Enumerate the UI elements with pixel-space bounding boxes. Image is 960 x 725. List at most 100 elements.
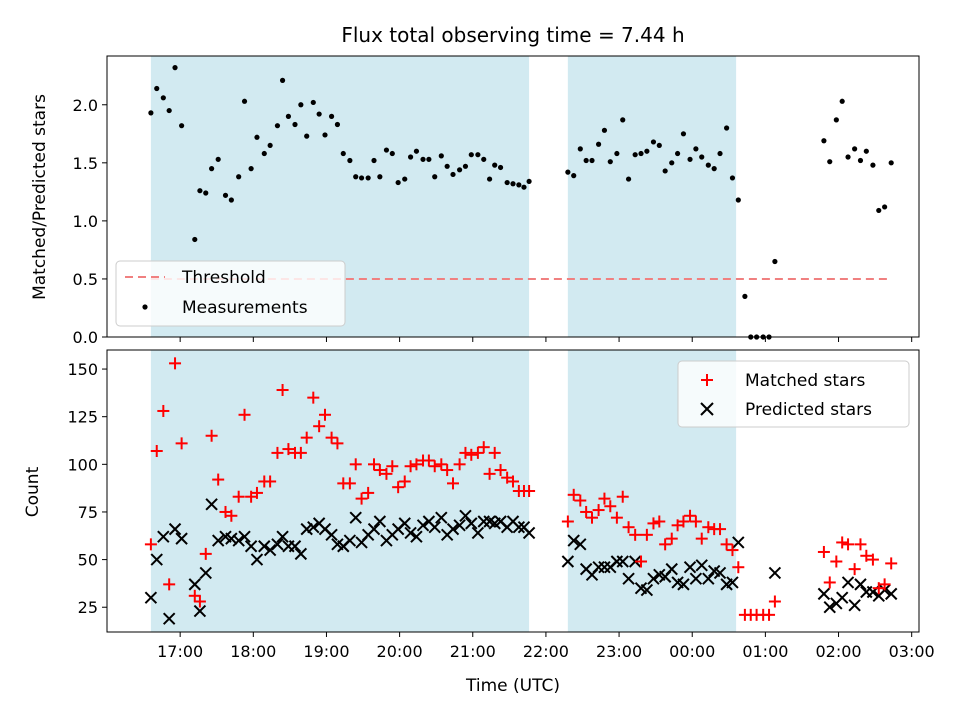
matched-marker: [635, 555, 648, 568]
predicted-marker: [592, 561, 605, 574]
matched-marker: [144, 538, 157, 551]
measurement-point: [292, 121, 298, 128]
measurement-point: [475, 152, 481, 158]
predicted-marker: [168, 522, 182, 536]
measurement-point: [571, 172, 577, 179]
matched-marker: [428, 460, 441, 473]
matched-marker: [842, 538, 855, 551]
y-tick-label: 150: [67, 360, 98, 379]
measurement-point: [389, 150, 395, 157]
predicted-marker: [561, 555, 575, 568]
matched-marker: [386, 460, 399, 473]
measurement-point: [680, 131, 687, 137]
measurement-point: [154, 85, 160, 92]
predicted-marker: [193, 604, 207, 618]
predicted-marker: [695, 559, 708, 572]
matched-marker: [307, 391, 320, 404]
x-tick-label: 18:00: [230, 642, 276, 661]
shaded-interval: [150, 350, 530, 632]
y-tick-label: 100: [67, 455, 98, 474]
top-y-tick-label: 1.0: [73, 212, 98, 231]
matched-marker: [598, 492, 611, 505]
matched-marker: [441, 464, 454, 477]
measurement-point: [358, 175, 365, 181]
predicted-marker: [477, 515, 490, 528]
measurement-point: [462, 163, 469, 169]
measurement-point: [510, 181, 516, 187]
predicted-marker: [232, 534, 245, 547]
matched-marker: [282, 443, 295, 456]
measurement-point: [298, 102, 304, 108]
bottom-panel: 17:00 18:00 19:00 20:00 21:00 22:00 23:00 00:00…: [23, 349, 935, 696]
measurement-point: [166, 107, 172, 114]
measurement-point: [377, 174, 383, 180]
predicted-marker: [349, 511, 362, 524]
measurement-point: [735, 197, 741, 203]
measurement-point: [316, 111, 322, 117]
measurement-point: [481, 156, 487, 162]
matched-marker: [373, 464, 386, 477]
measurement-point: [236, 174, 242, 180]
matched-marker: [878, 578, 891, 591]
measurement-point: [693, 146, 699, 152]
measurement-point: [347, 157, 353, 164]
measurement-point: [334, 121, 341, 128]
measurement-point: [328, 113, 335, 119]
matched-marker: [507, 475, 519, 488]
x-tick-label: 00:00: [669, 642, 715, 661]
matched-marker: [435, 458, 448, 471]
y-tick-label: 125: [67, 408, 98, 427]
matched-marker: [471, 446, 484, 459]
measurement-point: [870, 162, 876, 168]
measurement-point: [492, 162, 498, 168]
matched-marker: [150, 444, 163, 457]
matched-marker: [640, 528, 653, 541]
measurement-point: [267, 142, 273, 149]
matched-marker: [205, 429, 218, 442]
predicted-marker: [416, 519, 430, 532]
measurement-point: [656, 142, 662, 149]
matched-marker: [592, 504, 605, 517]
matched-marker: [610, 511, 623, 524]
matched-marker: [193, 595, 206, 608]
predicted-marker: [640, 583, 654, 597]
matched-marker: [294, 446, 307, 459]
predicted-marker: [373, 515, 387, 528]
matched-marker: [325, 431, 338, 444]
predicted-marker: [459, 509, 472, 522]
matched-marker: [677, 515, 690, 528]
top-y-tick-label: 0.5: [73, 270, 98, 289]
measurement-point: [638, 150, 644, 157]
measurement-point: [857, 157, 864, 164]
predicted-marker: [150, 553, 163, 566]
measurement-point: [742, 293, 748, 299]
top-legend: Threshold Measurements: [115, 260, 346, 327]
measurement-point: [607, 159, 613, 165]
matched-marker: [349, 458, 362, 471]
predicted-marker: [343, 534, 357, 547]
predicted-marker: [288, 540, 302, 553]
bottom-axis-ticks: 17:00 18:00 19:00 20:00 21:00 22:00 23:00 00:00…: [67, 360, 934, 661]
matched-marker: [410, 458, 423, 471]
measurement-point: [863, 148, 869, 154]
matched-marker: [483, 467, 496, 480]
predicted-marker: [211, 534, 225, 547]
matched-marker: [702, 521, 715, 534]
matched-marker: [494, 464, 507, 477]
matched-marker: [854, 538, 867, 551]
matched-marker: [368, 458, 381, 471]
measurement-point: [179, 123, 185, 129]
matched-marker: [647, 517, 660, 530]
predicted-marker: [848, 599, 861, 612]
measurement-point: [699, 154, 705, 160]
measurement-point: [222, 192, 229, 198]
matched-marker: [188, 589, 201, 602]
matched-marker: [586, 511, 599, 524]
matched-marker: [276, 384, 289, 397]
measurement-point: [625, 176, 632, 182]
top-y-tick-label: 1.5: [73, 154, 98, 173]
predicted-marker: [410, 530, 423, 543]
top-y-tick-label: 0.0: [73, 328, 98, 347]
measurement-point: [888, 160, 894, 166]
matched-marker: [823, 576, 836, 589]
